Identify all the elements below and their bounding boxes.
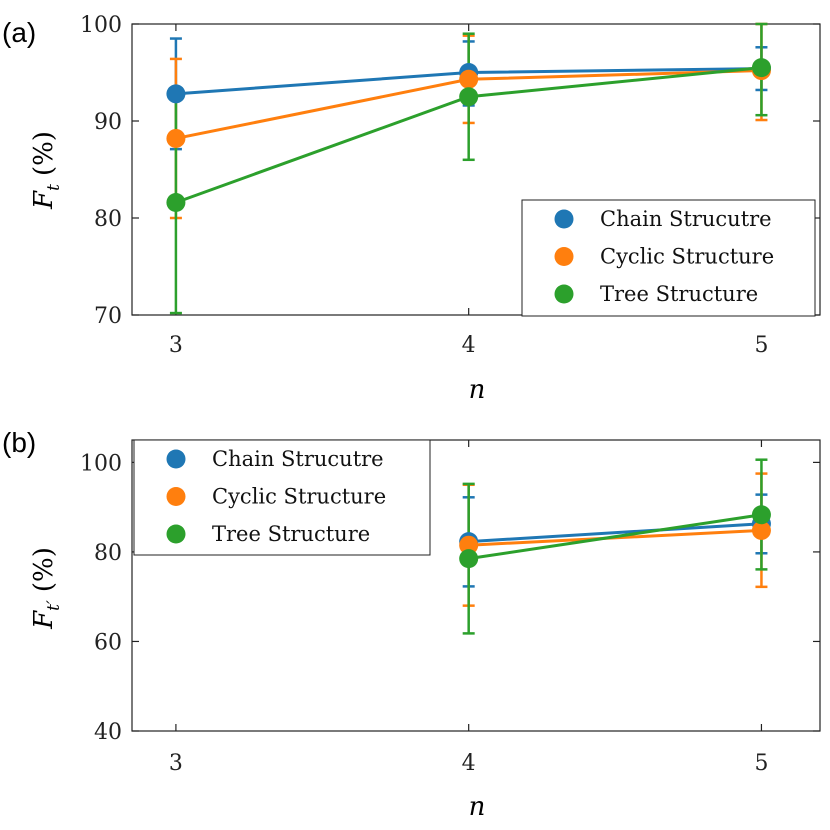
panel-a-ylabel: Ft (%) <box>29 131 64 210</box>
panel-b-legend: Chain Strucutre Cyclic Structure Tree Stru… <box>133 439 431 556</box>
panel-a-data-point <box>166 84 186 104</box>
panel-b-legend-label: Tree Structure <box>212 522 370 546</box>
panel-a-ytick-label: 80 <box>94 207 122 232</box>
panel-b-series-line <box>468 522 762 544</box>
panel-a-axes-box <box>131 23 821 316</box>
panel-b: (b) Ft′ (%) n 40 60 80 100 3 4 5 Chain Strucutre… <box>2 427 821 822</box>
panel-a-legend-marker <box>554 209 574 229</box>
panel-b-legend-label: Chain Strucutre <box>212 447 384 471</box>
panel-b-axes-box <box>131 439 821 732</box>
panel-a-legend-marker <box>554 284 574 304</box>
panel-b-ylabel: Ft′ (%) <box>29 547 64 630</box>
panel-b-series-2 <box>462 458 768 635</box>
panel-a-data-point <box>751 58 771 78</box>
panel-b-series-0 <box>462 493 768 588</box>
panel-a-legend: Chain Strucutre Cyclic Structure Tree Stru… <box>521 199 816 317</box>
panel-b-xtick-label: 5 <box>754 751 768 776</box>
panel-b-data-point <box>459 549 479 569</box>
panel-b-data-point <box>751 505 771 525</box>
panel-a-xtick-label: 5 <box>754 333 768 358</box>
panel-a-xlabel: n <box>469 375 486 405</box>
svg-text:Ft′(%): Ft′ (%) <box>29 547 64 630</box>
panel-a-ytick-label: 70 <box>94 304 122 329</box>
panel-b-ytick-label: 100 <box>80 451 122 476</box>
panel-a-legend-label: Tree Structure <box>600 282 758 306</box>
panel-b-series-line <box>468 513 762 561</box>
panel-a-ytick-label: 100 <box>80 13 122 38</box>
panel-a-data-point <box>459 87 479 107</box>
panel-b-data-point <box>459 535 479 555</box>
panel-b-xtick-label: 4 <box>462 751 476 776</box>
panel-a-ylabel-main: F <box>29 190 59 210</box>
panel-b-legend-marker <box>166 487 186 506</box>
panel-a-xtick-label: 3 <box>169 333 183 358</box>
panel-a-legend-label: Cyclic Structure <box>600 245 774 269</box>
panel-a-legend-marker <box>554 247 574 266</box>
panel-a-label: (a) <box>2 17 36 48</box>
panel-b-ytick-label: 40 <box>94 720 122 745</box>
panel-a-xtick-label: 4 <box>462 333 476 358</box>
panel-b-ylabel-sub: t′ <box>44 600 64 611</box>
panel-b-ylabel-unit: (%) <box>29 547 59 592</box>
panel-b-xtick-label: 3 <box>169 751 183 776</box>
panel-a-data-point <box>459 69 479 89</box>
panel-a-data-point <box>166 192 186 212</box>
panel-b-legend-label: Cyclic Structure <box>212 485 386 509</box>
panel-a-ylabel-sub: t <box>44 184 64 191</box>
panel-b-legend-marker <box>166 524 186 544</box>
panel-a-legend-label: Chain Strucutre <box>600 207 772 231</box>
panel-a-ytick-label: 90 <box>94 110 122 135</box>
panel-b-label: (b) <box>2 427 36 458</box>
panel-b-ytick-label: 80 <box>94 541 122 566</box>
panel-b-data-point <box>751 520 771 540</box>
panel-b-xlabel: n <box>469 792 486 822</box>
panel-b-legend-marker <box>166 449 186 469</box>
panel-b-ylabel-main: F <box>29 610 59 630</box>
panel-a-ylabel-unit: (%) <box>29 131 59 176</box>
panel-a-data-point <box>166 128 186 148</box>
panel-b-ytick-label: 60 <box>94 630 122 655</box>
svg-text:Ft(%): Ft (%) <box>29 131 64 210</box>
